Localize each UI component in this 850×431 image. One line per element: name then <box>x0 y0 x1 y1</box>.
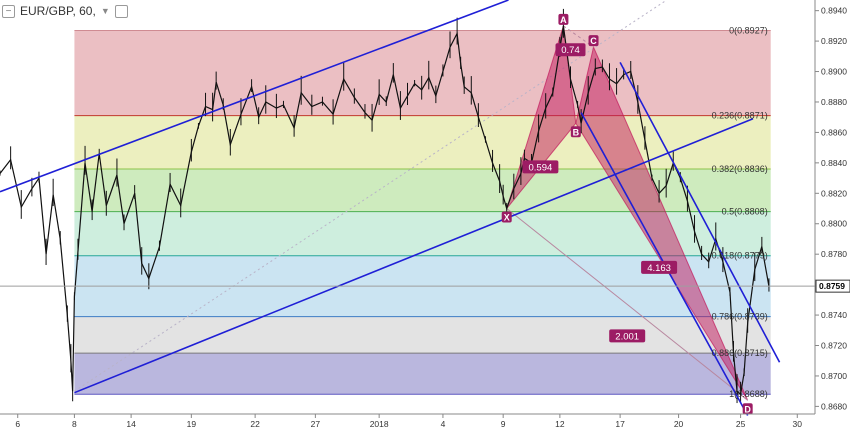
y-tick-label: 0.8800 <box>821 219 847 229</box>
x-tick-label: 8 <box>72 419 77 429</box>
fib-level-label: 0.886(0.8715) <box>712 348 768 358</box>
x-tick-label: 22 <box>250 419 260 429</box>
fib-zone <box>74 115 771 169</box>
fib-level-label: 0(0.8927) <box>729 25 768 35</box>
chevron-down-icon[interactable]: ▼ <box>100 6 110 16</box>
trend-channel-line <box>619 62 781 363</box>
fib-level-label: 1(0.8688) <box>729 389 768 399</box>
trend-channel-line <box>0 0 509 193</box>
y-tick-label: 0.8780 <box>821 249 847 259</box>
ratio-label: 0.74 <box>561 45 580 56</box>
current-price-badge <box>815 279 850 293</box>
square-icon[interactable] <box>114 4 128 18</box>
pattern-point-label: C <box>590 36 597 46</box>
x-tick-label: 30 <box>793 419 803 429</box>
pattern-point-badge <box>588 35 599 47</box>
pattern-point-badge <box>501 211 512 223</box>
x-tick-label: 14 <box>126 419 136 429</box>
ratio-label: 0.594 <box>528 162 552 173</box>
pattern-ac-line <box>563 25 594 48</box>
fib-level-label: 0.786(0.8739) <box>712 312 768 322</box>
x-tick-label: 20 <box>674 419 684 429</box>
minus-icon[interactable]: − <box>2 4 15 18</box>
x-tick-label: 9 <box>501 419 506 429</box>
pattern-point-label: D <box>744 404 751 414</box>
x-tick-label: 27 <box>311 419 321 429</box>
y-tick-label: 0.8880 <box>821 97 847 107</box>
y-tick-label: 0.8840 <box>821 158 847 168</box>
y-tick-label: 0.8860 <box>821 127 847 137</box>
y-tick-label: 0.8700 <box>821 371 847 381</box>
fib-level-label: 0.5(0.8808) <box>722 207 768 217</box>
x-tick-label: 6 <box>15 419 20 429</box>
trend-channel-line <box>74 117 754 394</box>
current-price-value: 0.8759 <box>819 281 845 291</box>
symbol-bar: − EUR/GBP, 60, ▼ <box>0 0 128 22</box>
price-series <box>0 8 770 404</box>
y-tick-label: 0.8740 <box>821 310 847 320</box>
x-tick-label: 25 <box>736 419 746 429</box>
ratio-label: 2.001 <box>615 331 639 342</box>
fib-level-label: 0.382(0.8836) <box>712 164 768 174</box>
pattern-point-label: B <box>573 127 580 137</box>
y-tick-label: 0.8920 <box>821 36 847 46</box>
fib-zone <box>74 353 771 395</box>
x-tick-label: 2018 <box>370 419 389 429</box>
pattern-point-badge <box>570 126 581 138</box>
y-tick-label: 0.8940 <box>821 6 847 16</box>
pattern-point-label: X <box>504 213 510 223</box>
ratio-label-badge <box>609 329 646 343</box>
ratio-label: 4.163 <box>647 263 671 274</box>
fib-zone <box>74 316 771 354</box>
pattern-point-badge <box>558 13 569 25</box>
y-tick-label: 0.8900 <box>821 67 847 77</box>
pattern-xd-line <box>506 208 748 401</box>
ratio-label-badge <box>555 43 586 57</box>
ratio-label-badge <box>522 160 559 174</box>
y-tick-label: 0.8820 <box>821 188 847 198</box>
fib-level-label: 0.618(0.8779) <box>712 251 768 261</box>
fib-zone <box>74 30 771 116</box>
fib-level-label: 0.236(0.8871) <box>712 111 768 121</box>
pattern-point-label: A <box>560 15 567 25</box>
x-tick-label: 17 <box>615 419 625 429</box>
price-line <box>0 25 770 396</box>
x-tick-label: 19 <box>187 419 197 429</box>
ratio-label-badge <box>641 260 678 274</box>
symbol-label[interactable]: EUR/GBP, 60, <box>20 4 96 18</box>
y-tick-label: 0.8720 <box>821 341 847 351</box>
y-tick-label: 0.8680 <box>821 401 847 411</box>
x-tick-label: 12 <box>555 419 565 429</box>
x-tick-label: 4 <box>441 419 446 429</box>
pattern-point-badge <box>742 403 753 415</box>
